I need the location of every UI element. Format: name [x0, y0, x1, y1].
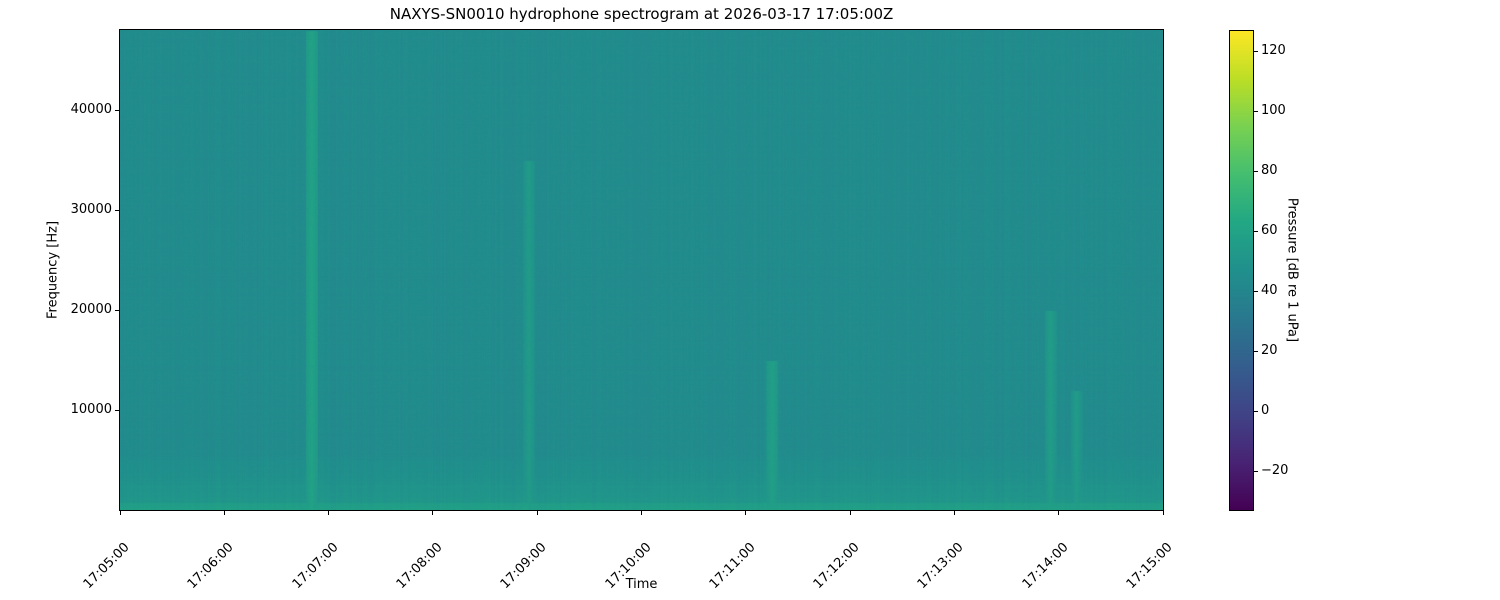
x-tick-mark	[432, 510, 434, 515]
plot-frame	[119, 29, 1164, 511]
x-tick-mark	[328, 510, 330, 515]
colorbar	[1229, 30, 1253, 510]
x-tick-mark	[953, 510, 955, 515]
colorbar-tick-mark	[1253, 470, 1258, 472]
x-tick-mark	[536, 510, 538, 515]
y-tick-label: 40000	[70, 102, 112, 117]
x-tick-mark	[849, 510, 851, 515]
colorbar-tick-mark	[1253, 290, 1258, 292]
colorbar-tick-mark	[1253, 230, 1258, 232]
colorbar-tick-label: 120	[1261, 43, 1286, 58]
colorbar-tick-mark	[1253, 350, 1258, 352]
y-tick-mark	[115, 409, 120, 411]
colorbar-tick-label: 20	[1261, 343, 1278, 358]
colorbar-tick-mark	[1253, 170, 1258, 172]
chart-title: NAXYS-SN0010 hydrophone spectrogram at 2…	[389, 5, 894, 23]
x-tick-mark	[1058, 510, 1060, 515]
y-tick-mark	[115, 209, 120, 211]
y-axis-label: Frequency [Hz]	[45, 220, 61, 320]
colorbar-tick-mark	[1253, 110, 1258, 112]
colorbar-tick-label: 60	[1261, 223, 1278, 238]
spectrogram-heatmap	[120, 30, 1163, 510]
x-tick-mark	[223, 510, 225, 515]
y-tick-mark	[115, 309, 120, 311]
colorbar-tick-label: 100	[1261, 103, 1286, 118]
x-tick-mark	[745, 510, 747, 515]
x-tick-mark	[641, 510, 642, 515]
colorbar-tick-mark	[1253, 50, 1258, 52]
colorbar-tick-label: 80	[1261, 163, 1278, 178]
y-tick-label: 30000	[70, 202, 112, 217]
colorbar-label: Pressure [dB re 1 uPa]	[1284, 197, 1300, 343]
x-tick-mark	[1162, 510, 1164, 515]
y-tick-label: 20000	[70, 302, 112, 317]
spectrogram-plot-area	[120, 30, 1163, 510]
x-axis-label: Time	[625, 577, 658, 592]
x-tick-mark	[119, 510, 121, 515]
y-tick-label: 10000	[70, 402, 112, 417]
colorbar-frame	[1229, 30, 1254, 511]
y-tick-mark	[115, 109, 120, 111]
colorbar-tick-label: 40	[1261, 283, 1278, 298]
colorbar-tick-label: 0	[1261, 403, 1270, 418]
colorbar-tick-label: −20	[1261, 463, 1289, 478]
colorbar-tick-mark	[1253, 410, 1258, 412]
